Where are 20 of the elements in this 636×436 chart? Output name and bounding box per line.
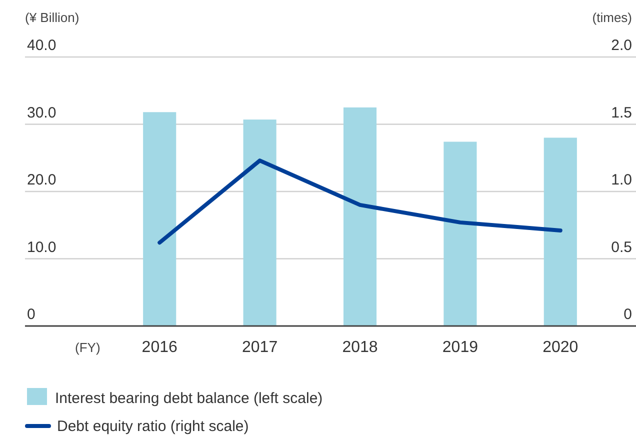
y2-tick-label: 0.5 [611, 238, 632, 256]
x-tick-label: 2020 [542, 339, 578, 356]
x-tick-label: 2016 [142, 339, 178, 356]
y2-tick-label: 2.0 [611, 37, 632, 54]
legend-label: Debt equity ratio (right scale) [57, 418, 249, 435]
y-tick-label: 0 [27, 306, 36, 323]
y-tick-label: 20.0 [27, 172, 56, 188]
legend-label: Interest bearing debt balance (left scale) [55, 390, 323, 407]
y-axis-title: (¥ Billion) [25, 10, 80, 25]
x-tick-label: 2017 [242, 339, 278, 356]
y2-axis-title: (times) [592, 10, 632, 25]
y2-tick-label: 0 [624, 306, 632, 323]
y-tick-label: 10.0 [27, 238, 56, 256]
y-tick-label: 30.0 [27, 104, 56, 122]
x-tick-label: 2019 [442, 339, 478, 356]
x-tick-label: 2018 [342, 339, 378, 356]
y-tick-label: 40.0 [27, 37, 56, 54]
y2-tick-label: 1.0 [611, 172, 632, 188]
x-axis-title: (FY) [75, 340, 100, 355]
y2-tick-label: 1.5 [611, 104, 632, 122]
